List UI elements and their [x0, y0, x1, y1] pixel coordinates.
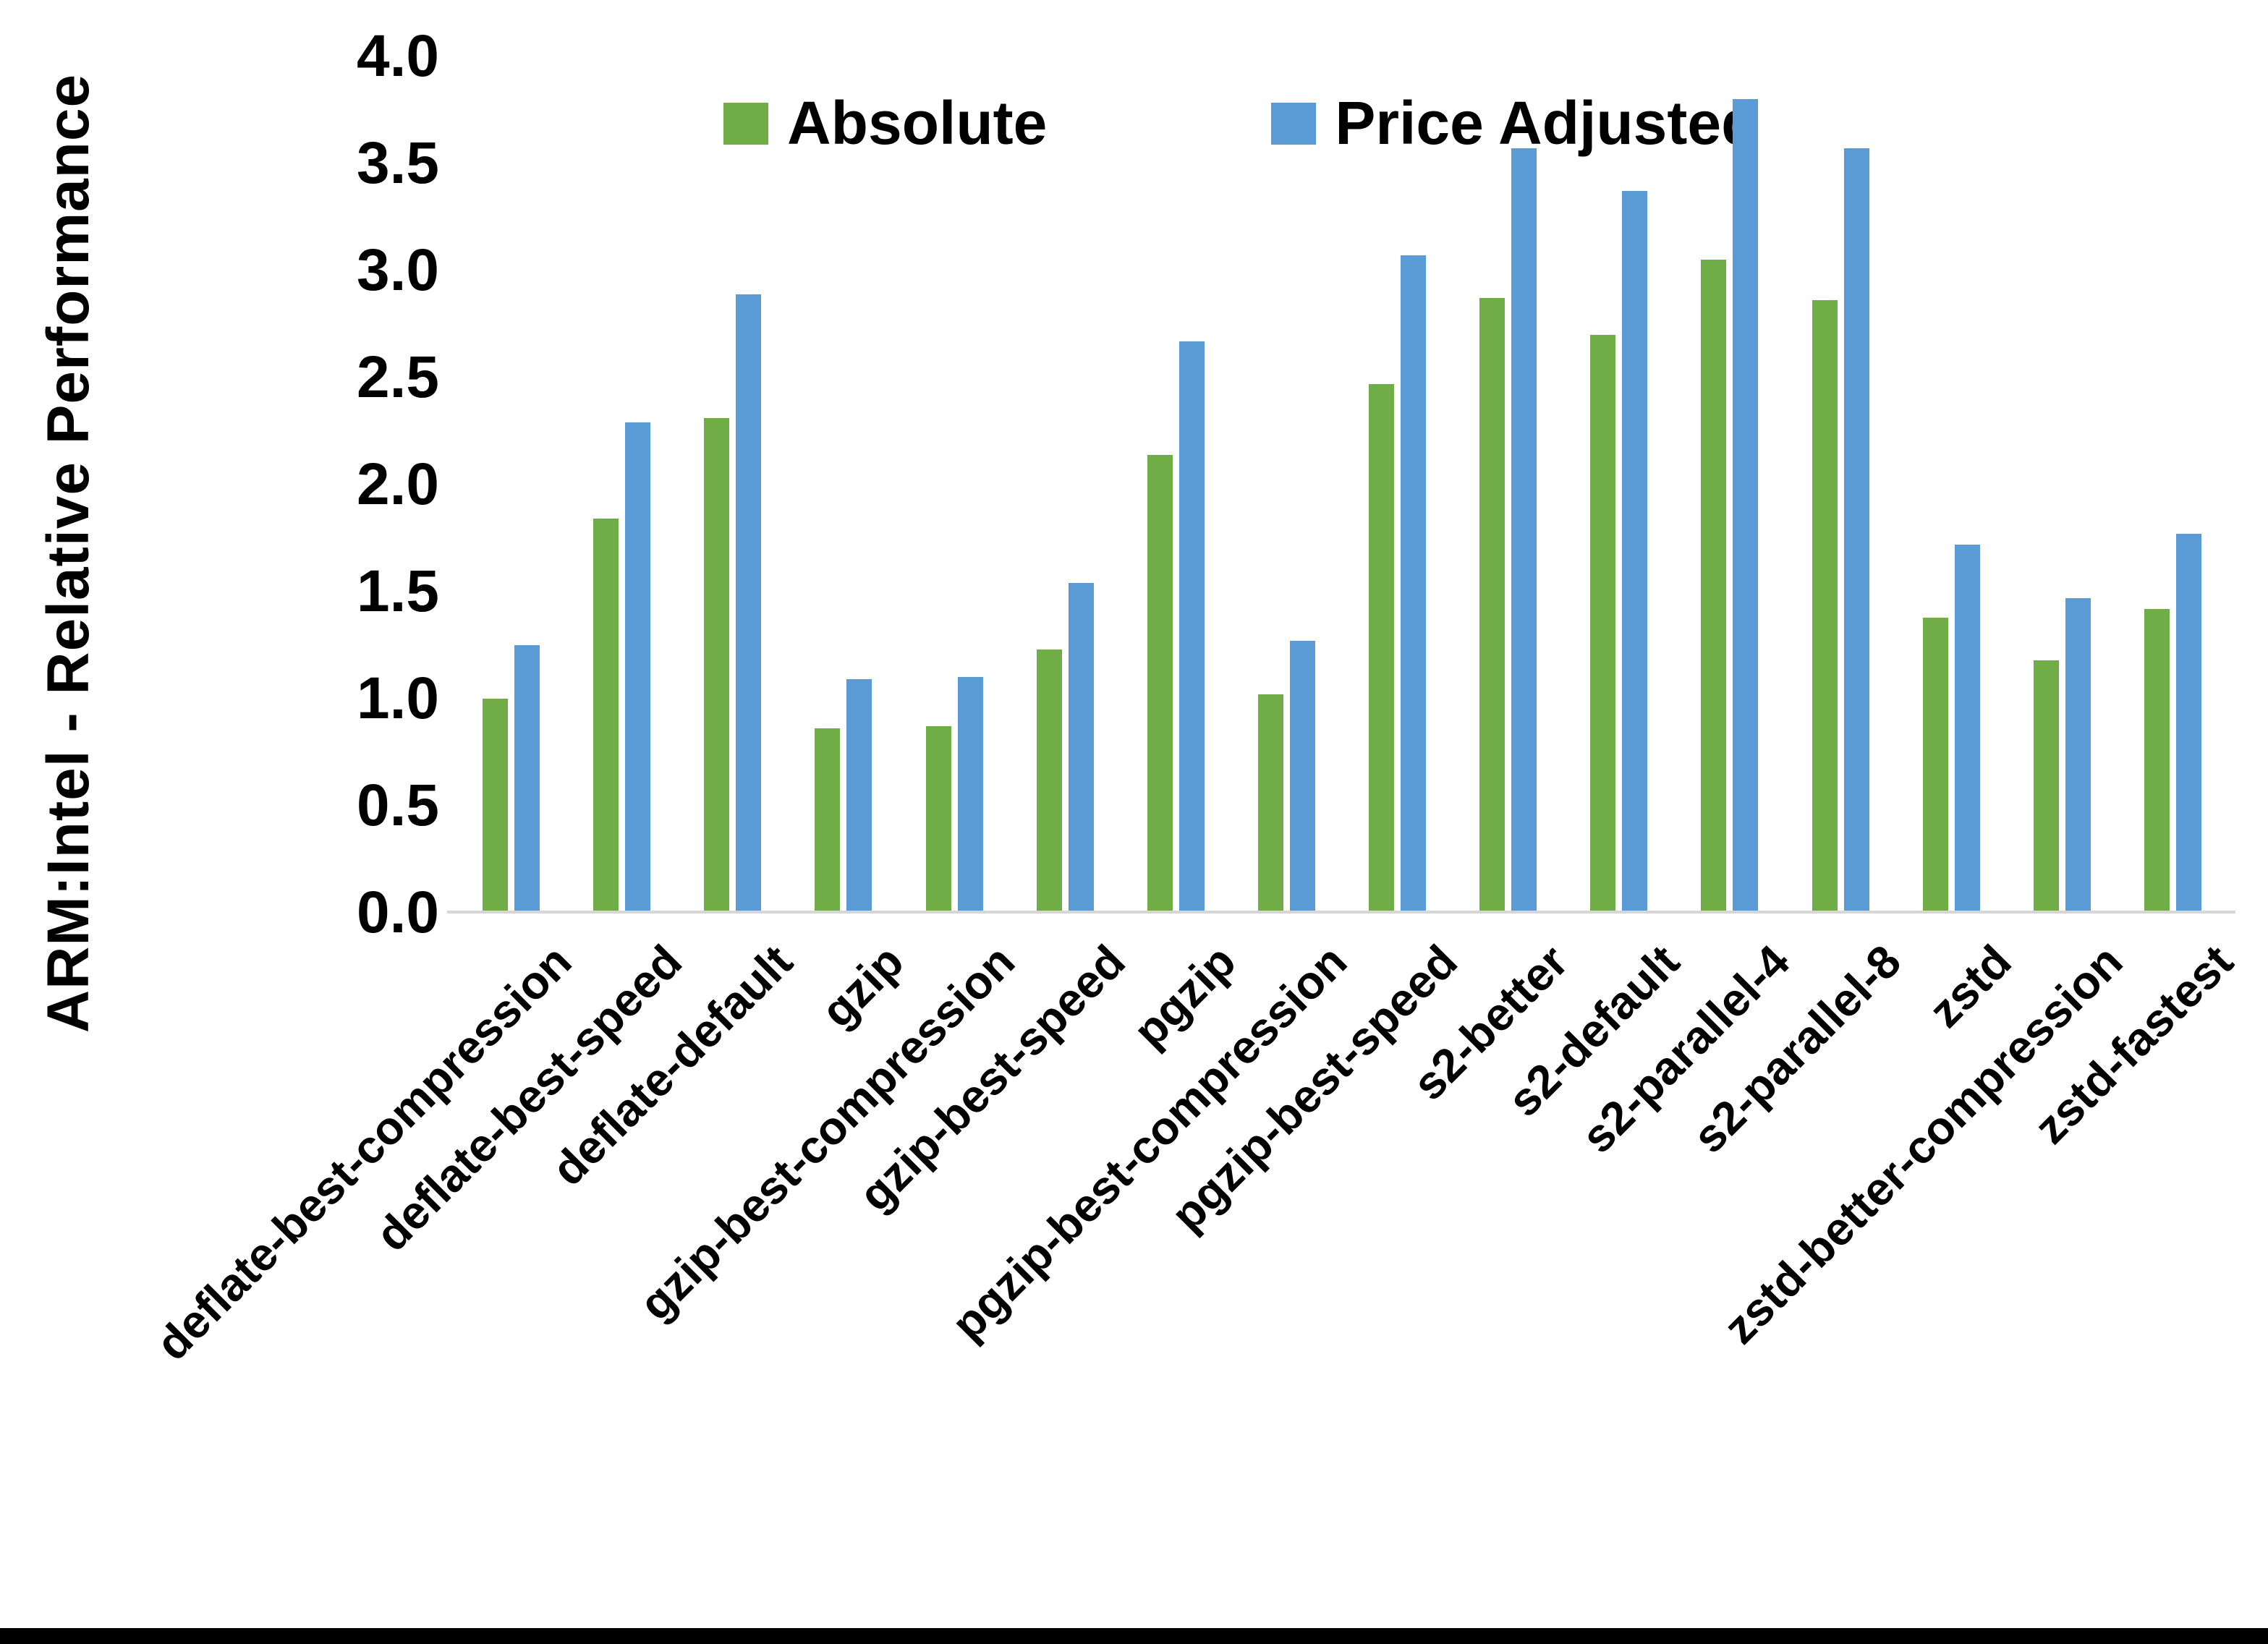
bar-absolute: [1479, 298, 1505, 913]
category-group: [677, 56, 788, 913]
bar-price-adjusted: [1622, 191, 1648, 913]
category-group: [2118, 56, 2228, 913]
bar-price-adjusted: [1401, 255, 1427, 913]
bar-absolute: [593, 519, 619, 913]
plot-area: [456, 56, 2228, 913]
bar-price-adjusted: [1733, 99, 1759, 913]
bar-absolute: [2144, 608, 2170, 913]
bar-absolute: [704, 418, 730, 913]
y-tick-label: 2.5: [357, 344, 439, 410]
y-tick-label: 1.5: [357, 558, 439, 624]
category-group: [566, 56, 677, 913]
bar-absolute: [1369, 383, 1395, 913]
bar-absolute: [925, 726, 951, 913]
bar-absolute: [1590, 334, 1616, 913]
category-group: [1785, 56, 1896, 913]
bar-absolute: [1147, 454, 1173, 913]
bar-price-adjusted: [514, 645, 540, 913]
category-group: [2007, 56, 2118, 913]
legend-swatch-price-adjusted: [1271, 102, 1317, 145]
legend-item-price-adjusted: Price Adjusted: [1271, 88, 1758, 158]
bar-absolute: [1922, 617, 1948, 913]
bar-absolute: [483, 699, 509, 913]
bottom-border-bar: [0, 1628, 2268, 1644]
legend: Absolute Price Adjusted: [723, 88, 1758, 158]
bar-price-adjusted: [736, 294, 762, 913]
bar-price-adjusted: [1954, 544, 1980, 913]
category-group: [456, 56, 566, 913]
y-tick-label: 1.0: [357, 665, 439, 731]
bar-price-adjusted: [1178, 341, 1205, 913]
bar-absolute: [1701, 260, 1727, 913]
legend-label-price-adjusted: Price Adjusted: [1335, 89, 1759, 157]
x-axis-label: deflate-best-compression: [145, 934, 582, 1371]
category-group: [899, 56, 1010, 913]
bar-price-adjusted: [1068, 583, 1094, 913]
bar-absolute: [1812, 300, 1838, 913]
bar-absolute: [1036, 649, 1062, 913]
category-group: [1896, 56, 2007, 913]
legend-swatch-absolute: [723, 102, 768, 145]
category-group: [1674, 56, 1785, 913]
bar-price-adjusted: [1511, 148, 1537, 913]
y-tick-label: 4.0: [357, 23, 439, 89]
category-group: [788, 56, 899, 913]
y-tick-label: 3.5: [357, 130, 439, 196]
category-group: [1342, 56, 1453, 913]
category-group: [1121, 56, 1231, 913]
category-group: [1231, 56, 1342, 913]
y-tick-label: 2.0: [357, 451, 439, 517]
bar-absolute: [815, 728, 841, 913]
category-group: [1453, 56, 1563, 913]
category-group: [1563, 56, 1674, 913]
legend-label-absolute: Absolute: [787, 89, 1048, 157]
y-tick-label: 3.0: [357, 237, 439, 303]
y-tick-labels: 4.0 3.5 3.0 2.5 2.0 1.5 1.0 0.5 0.0: [0, 0, 439, 1644]
y-tick-label: 0.0: [357, 880, 439, 945]
y-tick-label: 0.5: [357, 772, 439, 838]
legend-item-absolute: Absolute: [723, 88, 1047, 158]
bar-price-adjusted: [625, 422, 651, 913]
x-axis-line: [447, 911, 2235, 913]
bar-price-adjusted: [2175, 534, 2201, 913]
bar-absolute: [2033, 660, 2059, 913]
bar-price-adjusted: [846, 679, 872, 913]
bar-price-adjusted: [957, 677, 983, 913]
bar-absolute: [1257, 694, 1283, 913]
category-group: [1010, 56, 1121, 913]
bar-price-adjusted: [1289, 641, 1315, 913]
bar-price-adjusted: [1843, 148, 1869, 913]
bar-price-adjusted: [2065, 597, 2091, 913]
